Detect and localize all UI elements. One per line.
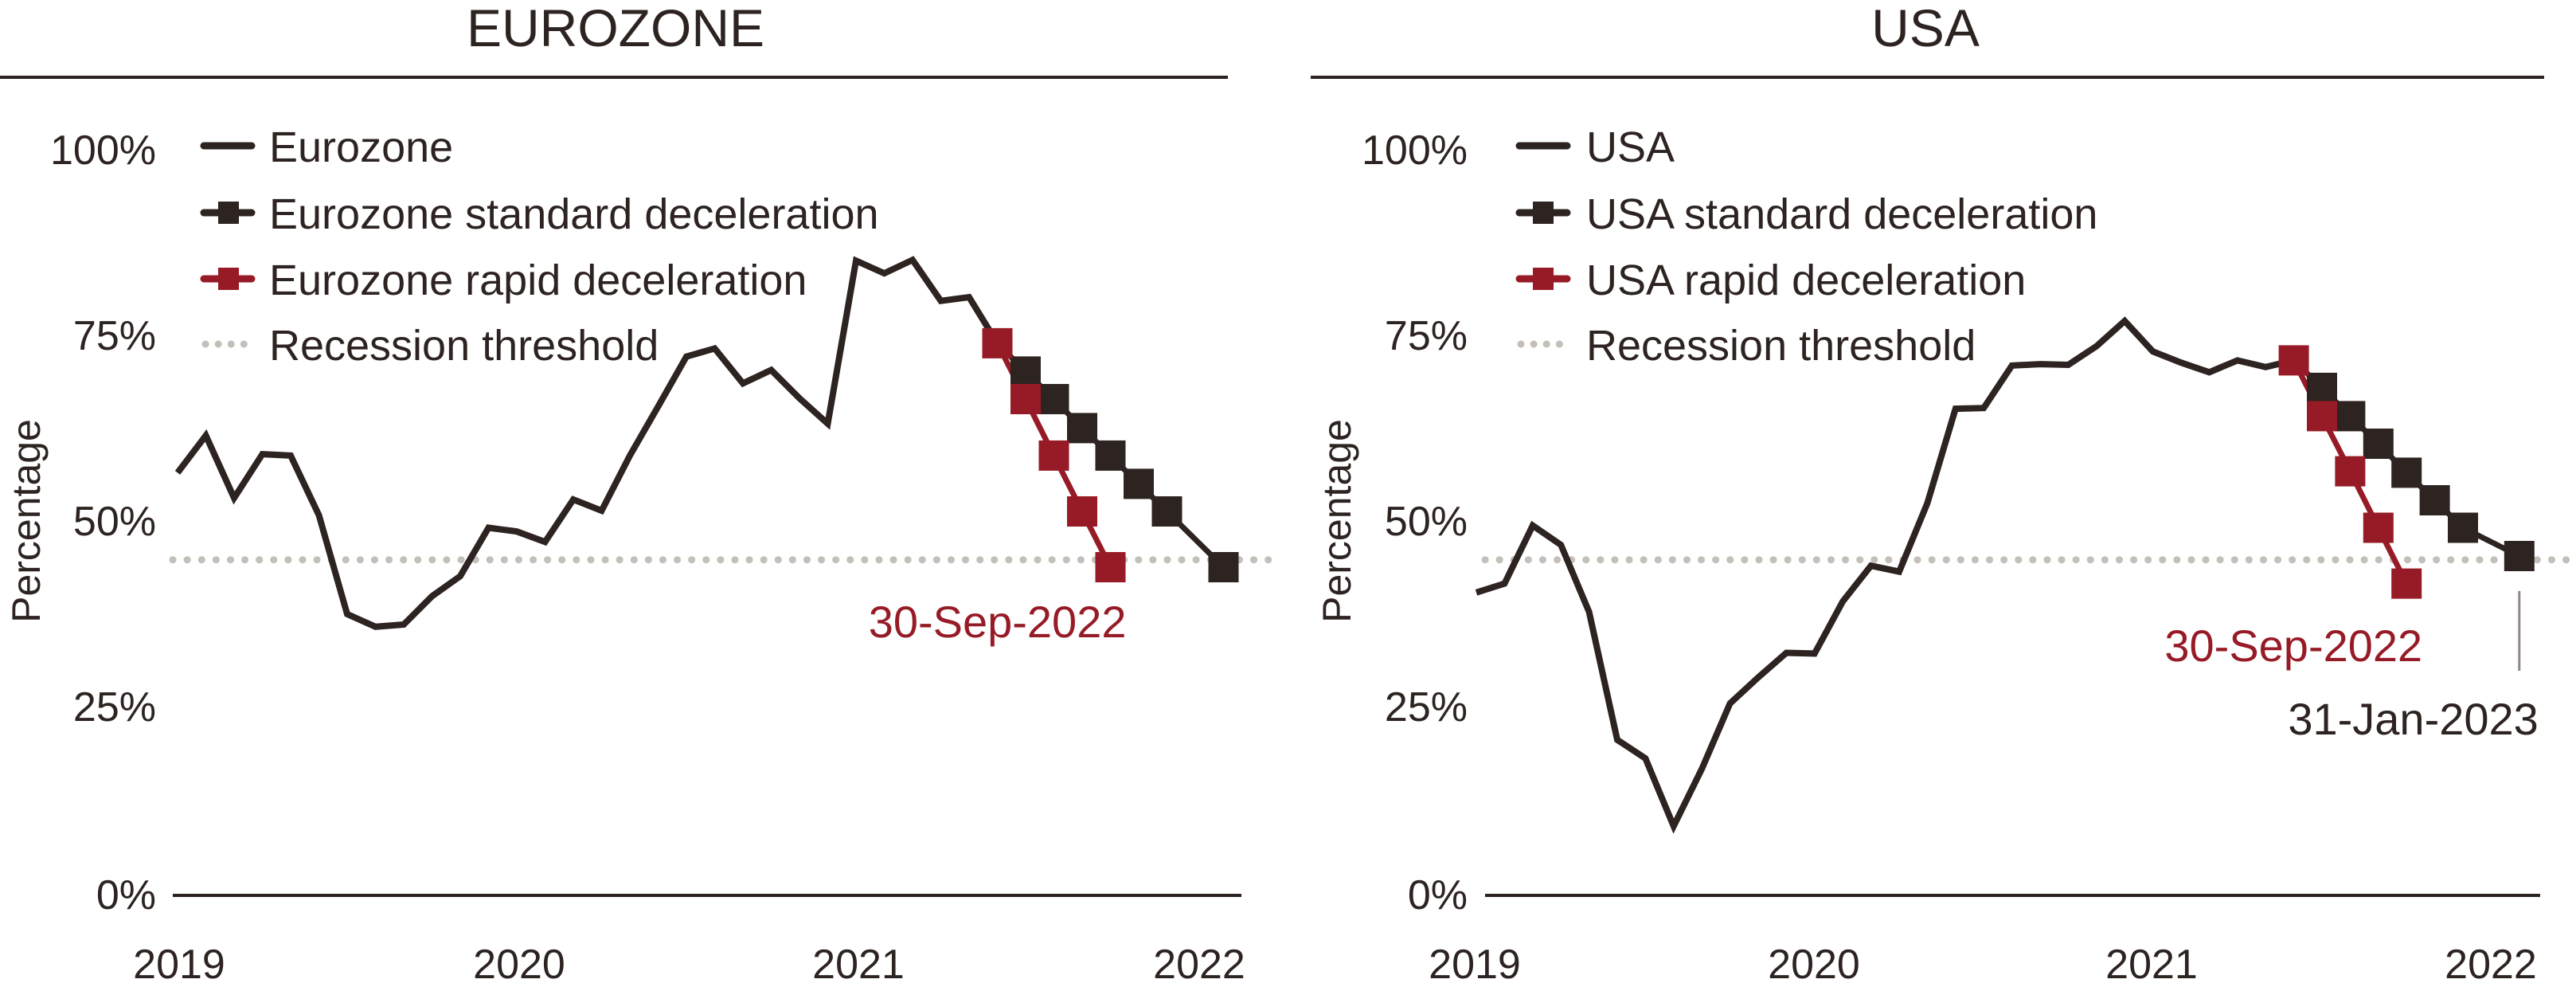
standard-deceleration-marker bbox=[1010, 356, 1041, 387]
legend-square-marker-icon bbox=[218, 202, 239, 224]
y-tick-label: 50% bbox=[73, 499, 156, 545]
standard-deceleration-marker bbox=[2448, 512, 2478, 543]
y-tick-label: 25% bbox=[1385, 684, 1468, 730]
standard-deceleration-marker bbox=[1124, 468, 1154, 499]
rapid-deceleration-date-annotation: 30-Sep-2022 bbox=[869, 597, 1127, 647]
standard-deceleration-marker bbox=[2504, 541, 2535, 571]
y-tick-label: 50% bbox=[1385, 499, 1468, 545]
plot-area: 30-Sep-2022 31-Jan-2023 bbox=[1475, 316, 2576, 834]
y-tick-label: 25% bbox=[73, 684, 156, 730]
legend-label: USA rapid deceleration bbox=[1586, 257, 2026, 304]
y-tick-label: 75% bbox=[1385, 313, 1468, 359]
y-axis-label: Percentage bbox=[4, 419, 49, 623]
plot-area: 30-Sep-2022 bbox=[169, 256, 1278, 647]
standard-deceleration-marker bbox=[1095, 440, 1126, 471]
x-tick-label: 2021 bbox=[2105, 942, 2198, 983]
rapid-deceleration-marker bbox=[2307, 401, 2337, 432]
x-tick-label: 2022 bbox=[2445, 942, 2537, 983]
main-series-line bbox=[174, 256, 1000, 630]
y-tick-label: 100% bbox=[50, 127, 156, 174]
rapid-deceleration-marker bbox=[1067, 496, 1097, 527]
standard-deceleration-marker bbox=[1038, 384, 1069, 414]
x-tick-label: 2019 bbox=[1429, 942, 1521, 983]
standard-deceleration-marker bbox=[2419, 485, 2450, 515]
y-tick-label: 100% bbox=[1362, 127, 1468, 174]
legend-label: Recession threshold bbox=[269, 322, 659, 370]
rapid-deceleration-date-annotation: 30-Sep-2022 bbox=[2164, 621, 2422, 671]
y-tick-label: 0% bbox=[96, 872, 156, 918]
rapid-deceleration-marker bbox=[1038, 440, 1069, 471]
rapid-deceleration-marker bbox=[1010, 384, 1041, 414]
eurozone-panel: EUROZONE Percentage 100% 75% 50% 25% 0% … bbox=[0, 0, 1278, 987]
usa-panel: USA Percentage 100% 75% 50% 25% 0% 2019 … bbox=[1311, 0, 2576, 987]
x-tick-label: 2019 bbox=[133, 942, 225, 983]
standard-deceleration-date-annotation: 31-Jan-2023 bbox=[2288, 694, 2538, 744]
x-tick-label: 2021 bbox=[812, 942, 905, 983]
legend-label: Recession threshold bbox=[1586, 322, 1976, 370]
x-tick-label: 2022 bbox=[1153, 942, 1245, 983]
x-tick-label: 2020 bbox=[473, 942, 565, 983]
legend-label: Eurozone standard deceleration bbox=[269, 190, 879, 238]
standard-deceleration-marker bbox=[1151, 496, 1182, 527]
x-tick-label: 2020 bbox=[1768, 942, 1860, 983]
legend-label: Eurozone bbox=[269, 123, 453, 171]
rapid-deceleration-marker bbox=[2335, 456, 2366, 487]
standard-deceleration-marker bbox=[1208, 552, 1239, 582]
panel-title: EUROZONE bbox=[467, 0, 764, 57]
legend-square-marker-icon bbox=[1533, 268, 1554, 290]
standard-deceleration-marker bbox=[2307, 372, 2337, 403]
y-axis-label: Percentage bbox=[1315, 419, 1359, 623]
legend-square-marker-icon bbox=[1533, 202, 1554, 224]
rapid-deceleration-marker bbox=[2391, 568, 2422, 599]
legend-label: Eurozone rapid deceleration bbox=[269, 257, 807, 304]
panel-title: USA bbox=[1871, 0, 1980, 57]
y-tick-label: 75% bbox=[73, 313, 156, 359]
standard-deceleration-marker bbox=[2335, 401, 2366, 432]
standard-deceleration-marker bbox=[2363, 429, 2394, 459]
legend: USA USA standard deceleration USA rapid … bbox=[1515, 123, 2097, 370]
legend-label: USA bbox=[1586, 123, 1675, 171]
main-series-line bbox=[1475, 316, 2295, 834]
rapid-deceleration-marker bbox=[982, 327, 1013, 358]
standard-deceleration-marker bbox=[2391, 457, 2422, 488]
rapid-deceleration-marker bbox=[2363, 512, 2394, 543]
y-tick-label: 0% bbox=[1408, 872, 1468, 918]
legend-square-marker-icon bbox=[218, 268, 239, 290]
legend-label: USA standard deceleration bbox=[1586, 190, 2097, 238]
legend: Eurozone Eurozone standard deceleration … bbox=[200, 123, 879, 370]
rapid-deceleration-marker bbox=[1095, 552, 1126, 582]
rapid-deceleration-marker bbox=[2278, 345, 2309, 376]
standard-deceleration-marker bbox=[1067, 413, 1097, 444]
